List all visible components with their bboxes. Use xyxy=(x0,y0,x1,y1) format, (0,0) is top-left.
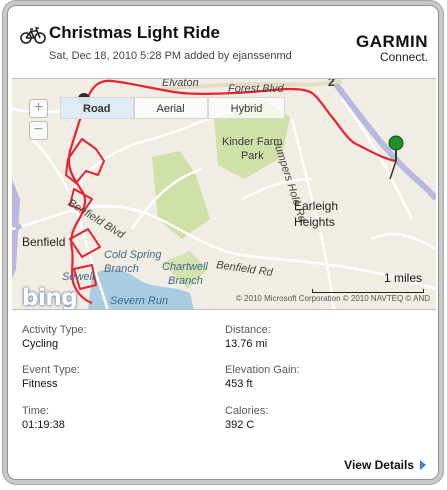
stat-label: Calories: xyxy=(225,405,269,417)
map-label-benfield: Benfield xyxy=(22,235,66,249)
map-label-chartwell-2: Branch xyxy=(168,275,203,287)
activity-widget: Christmas Light Ride Sat, Dec 18, 2010 5… xyxy=(7,5,439,480)
stat-label: Time: xyxy=(22,405,50,417)
bing-logo[interactable]: bing xyxy=(22,285,78,310)
map-label-cold-spring-1: Cold Spring xyxy=(104,249,162,261)
map-label-earleigh-1: Earleigh xyxy=(294,199,339,213)
park-kinder-farm xyxy=(214,99,290,179)
bicycle-icon xyxy=(20,27,46,44)
map-label-forest: Forest Blvd xyxy=(228,83,284,95)
stat-value: 392 C xyxy=(225,419,255,431)
stat-value: 453 ft xyxy=(225,378,253,390)
map-scale-label: 1 miles xyxy=(383,271,422,285)
park-west xyxy=(162,251,208,289)
map-type-aerial[interactable]: Aerial xyxy=(133,97,208,119)
stat-label: Activity Type: xyxy=(22,324,87,336)
major-road-west xyxy=(12,217,23,231)
map-label-severn-run: Severn Run xyxy=(110,295,169,307)
stat-value: 13.76 mi xyxy=(225,338,268,350)
zoom-in-button[interactable]: + xyxy=(29,99,48,118)
arrow-right-icon xyxy=(420,460,426,470)
stat-value: Fitness xyxy=(22,378,58,390)
map-label-kinder-2: Park xyxy=(240,150,264,162)
stat-distance: Distance: 13.76 mi xyxy=(225,324,415,350)
garmin-logo-sub: Connect. xyxy=(379,50,428,64)
map-label-earleigh-2: Heights xyxy=(294,215,335,229)
major-road-east xyxy=(329,79,436,201)
map-scale: 1 miles xyxy=(312,271,424,293)
stat-elevation-gain: Elevation Gain: 453 ft xyxy=(225,364,415,390)
map-type-road[interactable]: Road xyxy=(60,97,134,119)
garmin-connect-logo[interactable]: GARMIN Connect. xyxy=(356,33,428,64)
stat-value: 01:19:38 xyxy=(22,419,65,431)
stat-label: Distance: xyxy=(225,324,271,336)
activity-title[interactable]: Christmas Light Ride xyxy=(49,23,220,42)
map-label-elvaton: Elvaton xyxy=(162,78,199,89)
map-scale-bar xyxy=(312,289,424,293)
park-south xyxy=(152,151,210,239)
stat-activity-type: Activity Type: Cycling xyxy=(22,324,212,350)
zoom-out-button[interactable]: − xyxy=(29,121,48,140)
major-road-forest xyxy=(161,79,343,91)
map-label-chartwell-1: Chartwell xyxy=(162,261,208,273)
view-details-link[interactable]: View Details xyxy=(344,458,426,472)
route-loop xyxy=(65,138,105,290)
stat-calories: Calories: 392 C xyxy=(225,405,415,431)
map-base xyxy=(12,79,436,309)
stat-event-type: Event Type: Fitness xyxy=(22,364,212,390)
map-label-kinder-1: Kinder Farm xyxy=(222,136,283,148)
minor-roads xyxy=(12,97,436,309)
stat-time: Time: 01:19:38 xyxy=(22,405,212,431)
start-flag-icon xyxy=(388,135,404,180)
activity-header: Christmas Light Ride Sat, Dec 18, 2010 5… xyxy=(8,6,438,76)
map-label-cold-spring-2: Branch xyxy=(104,263,139,275)
map-type-selector: Road Aerial Hybrid xyxy=(60,97,286,119)
map-type-hybrid[interactable]: Hybrid xyxy=(207,97,286,119)
map-label-route-number: 2 xyxy=(328,78,335,89)
map-copyright: © 2010 Microsoft Corporation © 2010 NAVT… xyxy=(235,294,430,303)
map-label-kinder-park: Kinder Farm Park xyxy=(222,135,283,163)
garmin-logo-name: GARMIN xyxy=(356,32,428,51)
view-details-label: View Details xyxy=(344,458,414,472)
stat-value: Cycling xyxy=(22,338,59,350)
map-label-sewell: Sewell xyxy=(62,271,95,283)
stat-label: Event Type: xyxy=(22,364,80,376)
route-map[interactable]: + − Road Aerial Hybrid Elvaton Forest Bl… xyxy=(12,78,436,310)
activity-subtitle: Sat, Dec 18, 2010 5:28 PM added by ejans… xyxy=(49,50,292,62)
stat-label: Elevation Gain: xyxy=(225,364,300,376)
water-severn xyxy=(88,269,194,309)
route-line xyxy=(67,79,397,305)
